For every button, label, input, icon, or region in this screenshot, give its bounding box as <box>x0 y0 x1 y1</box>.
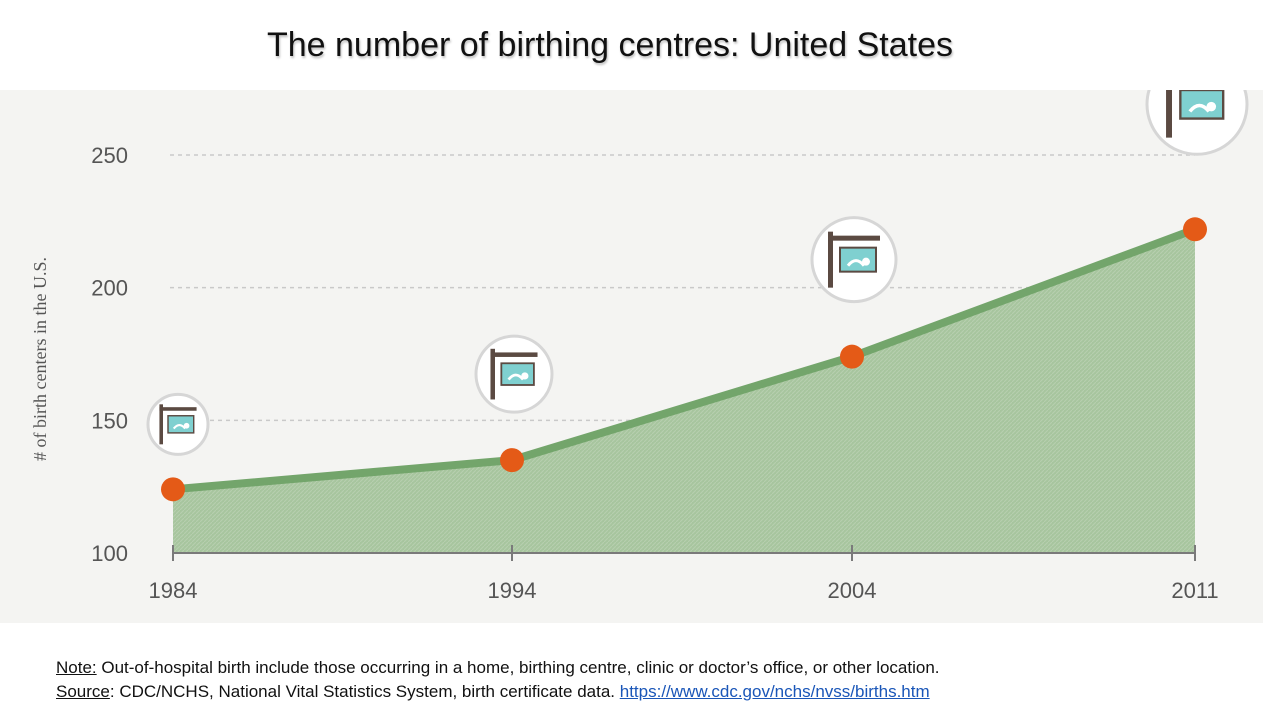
birth-center-sign-icon <box>146 392 210 456</box>
line-area-chart: 100 150 200 250 # of birth centers in the U.… <box>30 90 1249 603</box>
y-tick-label: 100 <box>91 541 128 566</box>
x-tick-label: 2011 <box>1171 578 1218 603</box>
series-line <box>169 225 1199 494</box>
data-point <box>1183 217 1207 242</box>
footnote: Note: Out-of-hospital birth include thos… <box>56 656 940 704</box>
birth-center-sign-icon <box>1145 90 1249 156</box>
chart-panel: 100 150 200 250 # of birth centers in the U.… <box>0 90 1263 623</box>
area-fill <box>173 229 1195 553</box>
chart-title: The number of birthing centres: United S… <box>266 26 954 64</box>
note-text: Out-of-hospital birth include those occu… <box>96 658 940 677</box>
source-link[interactable]: https://www.cdc.gov/nchs/nvss/births.htm <box>619 682 930 701</box>
note-line: Note: Out-of-hospital birth include thos… <box>56 656 940 680</box>
data-point <box>840 344 864 369</box>
source-label: Source <box>56 682 110 701</box>
x-tick-label: 1984 <box>149 578 198 603</box>
source-text: : CDC/NCHS, National Vital Statistics Sy… <box>109 682 620 701</box>
source-line: Source: CDC/NCHS, National Vital Statist… <box>56 680 940 704</box>
note-label: Note: <box>56 658 97 677</box>
y-axis-label: # of birth centers in the U.S. <box>30 257 50 461</box>
y-tick-label: 150 <box>91 408 128 433</box>
data-point <box>161 477 185 502</box>
x-tick-label: 2004 <box>828 578 877 603</box>
y-tick-label: 200 <box>91 276 128 301</box>
x-tick-label: 1994 <box>488 578 537 603</box>
y-tick-label: 250 <box>91 143 128 168</box>
birth-center-sign-icon <box>810 216 898 304</box>
birth-center-sign-icon <box>474 334 554 414</box>
data-point <box>500 448 524 473</box>
